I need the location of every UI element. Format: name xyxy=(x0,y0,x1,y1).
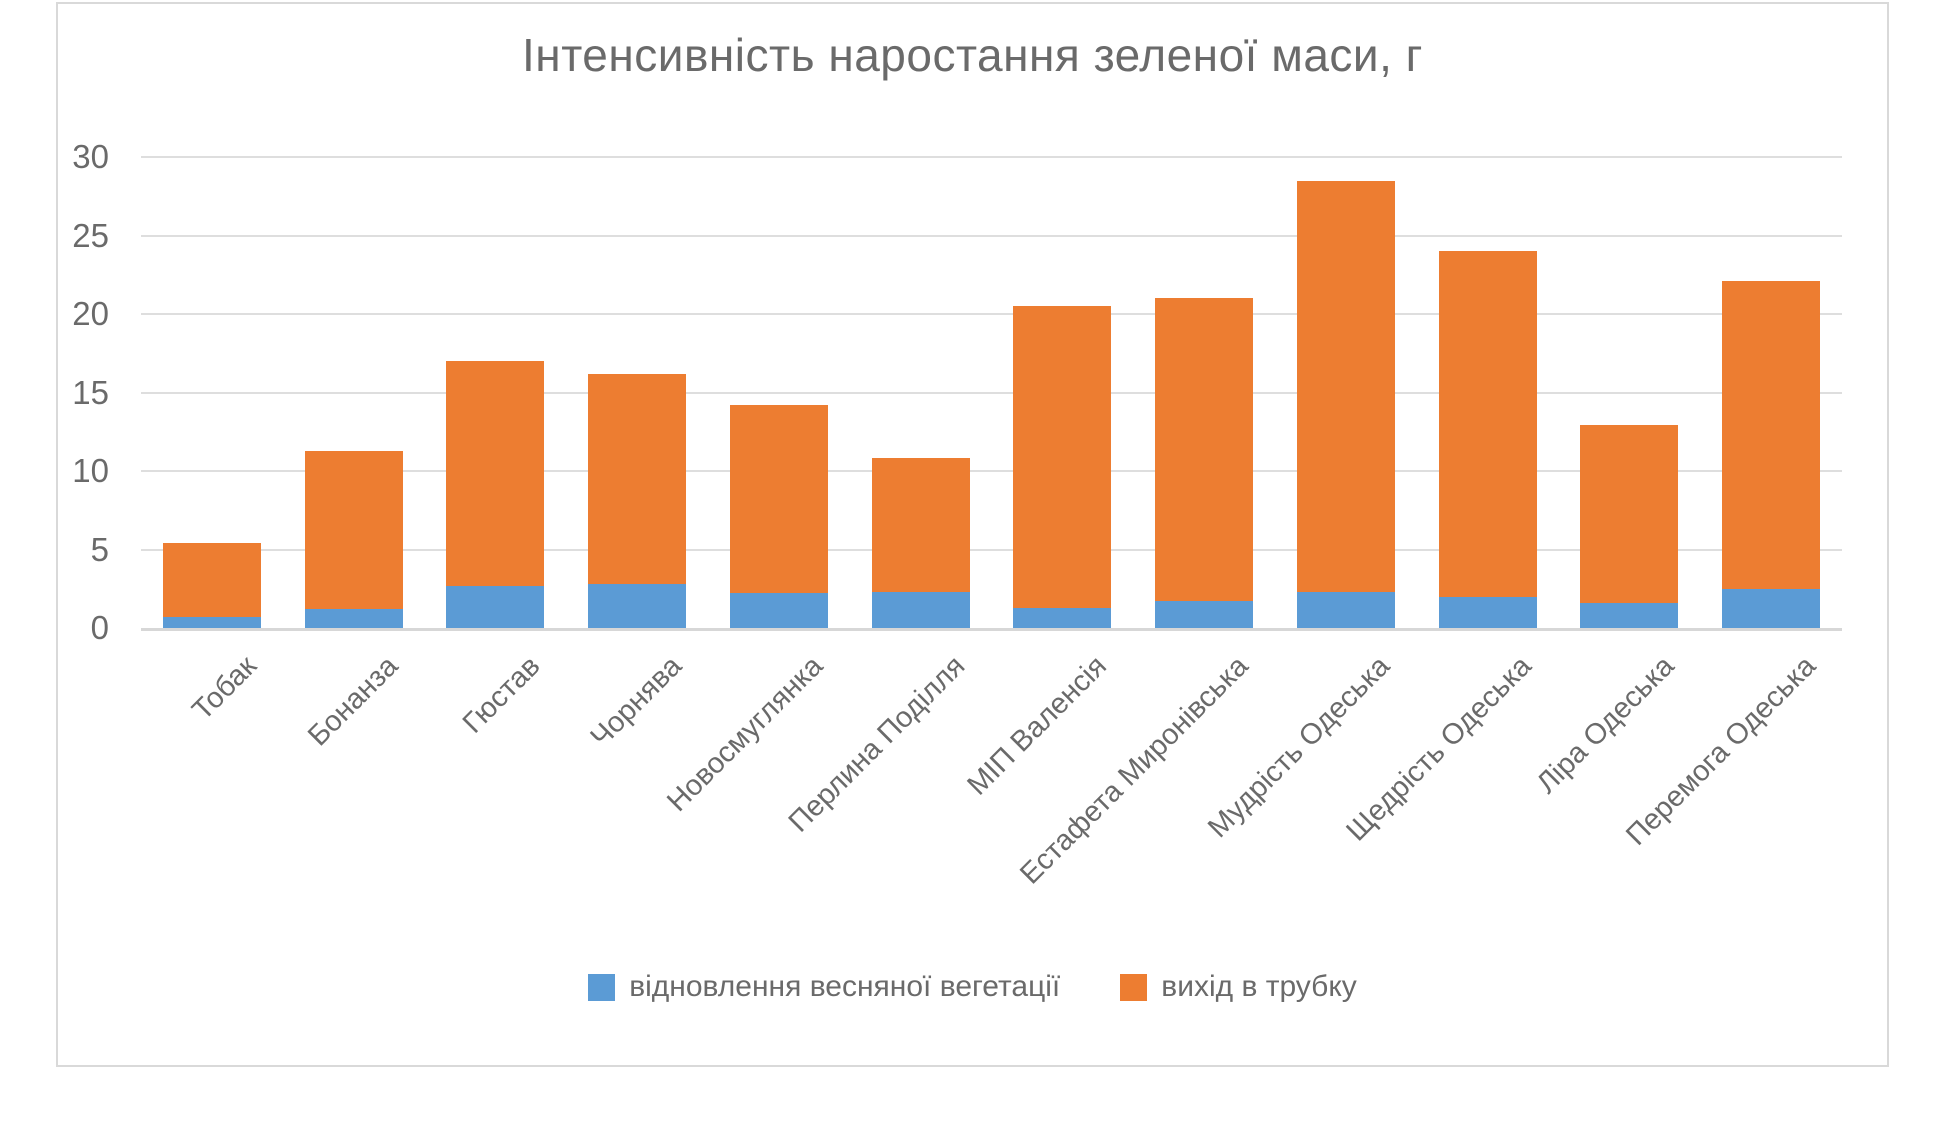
bar-segment-spring-vegetation xyxy=(1155,601,1254,628)
bar-segment-stem-elongation xyxy=(1155,298,1254,602)
bar-segment-spring-vegetation xyxy=(588,584,687,628)
legend-swatch-icon xyxy=(1120,973,1148,1001)
legend-item-stem-elongation: вихід в трубку xyxy=(1120,970,1357,1004)
x-category-label: Естафета Миронівська xyxy=(1014,650,1255,891)
bar-segment-stem-elongation xyxy=(1438,251,1537,597)
bar-segment-stem-elongation xyxy=(1722,281,1821,589)
bar-segment-stem-elongation xyxy=(1013,306,1112,608)
bar-segment-spring-vegetation xyxy=(1438,596,1537,628)
chart-title: Інтенсивність наростання зеленої маси, г xyxy=(522,29,1423,81)
bar-segment-spring-vegetation xyxy=(304,609,403,628)
x-category-label: Гюстав xyxy=(456,650,547,740)
legend-item-spring-vegetation: відновлення весняної вегетації xyxy=(588,970,1060,1004)
x-category-label: Ліра Одеська xyxy=(1530,650,1681,800)
bar-6 xyxy=(850,157,992,628)
y-tick-label-30: 30 xyxy=(72,138,109,175)
gridline-y-10 xyxy=(141,470,1842,472)
x-category-label: Бонанза xyxy=(301,650,405,753)
bar-segment-stem-elongation xyxy=(1296,180,1395,592)
bar-segment-stem-elongation xyxy=(1580,425,1679,603)
y-tick-label-20: 20 xyxy=(72,295,109,332)
legend-swatch-icon xyxy=(588,973,616,1001)
bar-9 xyxy=(1275,157,1417,628)
bar-2 xyxy=(283,157,425,628)
gridline-y-15 xyxy=(141,391,1842,394)
y-tick-label-10: 10 xyxy=(72,452,109,489)
gridline-y-5 xyxy=(141,548,1842,551)
x-axis-line xyxy=(141,628,1842,631)
bar-segment-spring-vegetation xyxy=(162,617,261,628)
bar-segment-stem-elongation xyxy=(588,373,687,585)
bar-1 xyxy=(141,157,283,628)
bar-7 xyxy=(992,157,1134,628)
gridline-y-30 xyxy=(141,156,1842,158)
bar-segment-stem-elongation xyxy=(871,458,970,592)
bar-segment-stem-elongation xyxy=(162,543,261,618)
bar-segment-spring-vegetation xyxy=(1296,591,1395,628)
bar-3 xyxy=(425,157,567,628)
bar-4 xyxy=(566,157,708,628)
y-tick-label-0: 0 xyxy=(90,609,109,646)
y-tick-label-5: 5 xyxy=(90,530,109,568)
bar-segment-stem-elongation xyxy=(446,361,545,586)
bar-10 xyxy=(1417,157,1559,628)
bar-11 xyxy=(1559,157,1701,628)
bar-8 xyxy=(1133,157,1275,628)
gridline-y-25 xyxy=(141,234,1842,237)
bar-segment-spring-vegetation xyxy=(871,591,970,628)
legend-label: відновлення весняної вегетації xyxy=(629,970,1061,1003)
x-category-label: МІП Валенсія xyxy=(961,650,1114,802)
bar-5 xyxy=(708,157,850,628)
y-tick-label-15: 15 xyxy=(72,373,109,411)
bar-segment-spring-vegetation xyxy=(1722,588,1821,628)
bar-segment-spring-vegetation xyxy=(1580,602,1679,628)
plot-area: 0 5 10 15 20 25 30 Тобак Бонанза Гюстав Чорнява Нов… xyxy=(72,139,1842,890)
y-tick-label-25: 25 xyxy=(72,216,109,254)
legend-label: вихід в трубку xyxy=(1161,970,1357,1003)
chart-frame: Інтенсивність наростання зеленої маси, г… xyxy=(56,2,1889,1067)
bar-segment-spring-vegetation xyxy=(1013,607,1112,628)
bar-segment-stem-elongation xyxy=(304,450,403,610)
bar-segment-spring-vegetation xyxy=(446,585,545,628)
chart-legend: відновлення весняної вегетації вихід в тр… xyxy=(58,970,1887,1004)
x-category-label: Чорнява xyxy=(584,650,688,754)
bar-segment-stem-elongation xyxy=(729,405,828,594)
bar-12 xyxy=(1700,157,1842,628)
x-category-label: Тобак xyxy=(185,650,263,727)
bar-segment-spring-vegetation xyxy=(729,593,828,628)
gridline-y-20 xyxy=(141,313,1842,315)
